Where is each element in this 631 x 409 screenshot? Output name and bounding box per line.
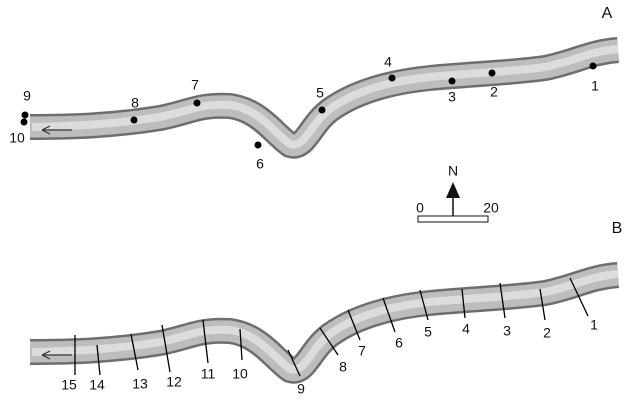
- point-label: 3: [448, 89, 456, 105]
- sample-point: [22, 112, 29, 119]
- point-label: 5: [316, 85, 324, 101]
- sample-point: [131, 117, 138, 124]
- sample-point: [590, 63, 597, 70]
- sample-point: [449, 78, 456, 85]
- scale-label: 0: [416, 200, 424, 216]
- section-label: 14: [89, 377, 105, 393]
- sample-point: [194, 100, 201, 107]
- section-label: 1: [590, 317, 598, 333]
- sample-point: [319, 107, 326, 114]
- section-label: 6: [395, 335, 403, 351]
- sample-point: [255, 142, 262, 149]
- sample-point: [389, 75, 396, 82]
- panel-label: A: [602, 5, 613, 22]
- section-label: 4: [462, 321, 470, 337]
- section-label: 11: [201, 366, 216, 382]
- section-label: 9: [297, 381, 305, 397]
- section-label: 5: [424, 324, 432, 340]
- river-a: [30, 49, 618, 146]
- north-label: N: [448, 163, 458, 179]
- section-label: 12: [166, 374, 182, 390]
- river-b: [30, 274, 618, 371]
- panel-label: B: [612, 220, 623, 237]
- map: A B N 0 20 12345678910123456789101112131…: [0, 0, 631, 404]
- section-label: 2: [543, 325, 551, 341]
- point-label: 10: [9, 130, 25, 146]
- sample-point: [489, 70, 496, 77]
- north-arrow: [418, 182, 488, 222]
- scale-label: 20: [483, 200, 499, 216]
- section-label: 13: [132, 376, 148, 392]
- point-label: 2: [490, 84, 498, 100]
- point-label: 9: [23, 88, 31, 104]
- point-label: 6: [256, 156, 264, 172]
- point-label: 4: [384, 54, 392, 70]
- sample-point: [21, 119, 28, 126]
- section-label: 3: [503, 323, 511, 339]
- section-label: 15: [61, 377, 77, 393]
- point-label: 8: [131, 95, 139, 111]
- section-label: 10: [232, 366, 248, 382]
- section-label: 8: [339, 359, 347, 375]
- point-label: 7: [191, 77, 199, 93]
- section-label: 7: [358, 343, 366, 359]
- point-label: 1: [591, 78, 599, 94]
